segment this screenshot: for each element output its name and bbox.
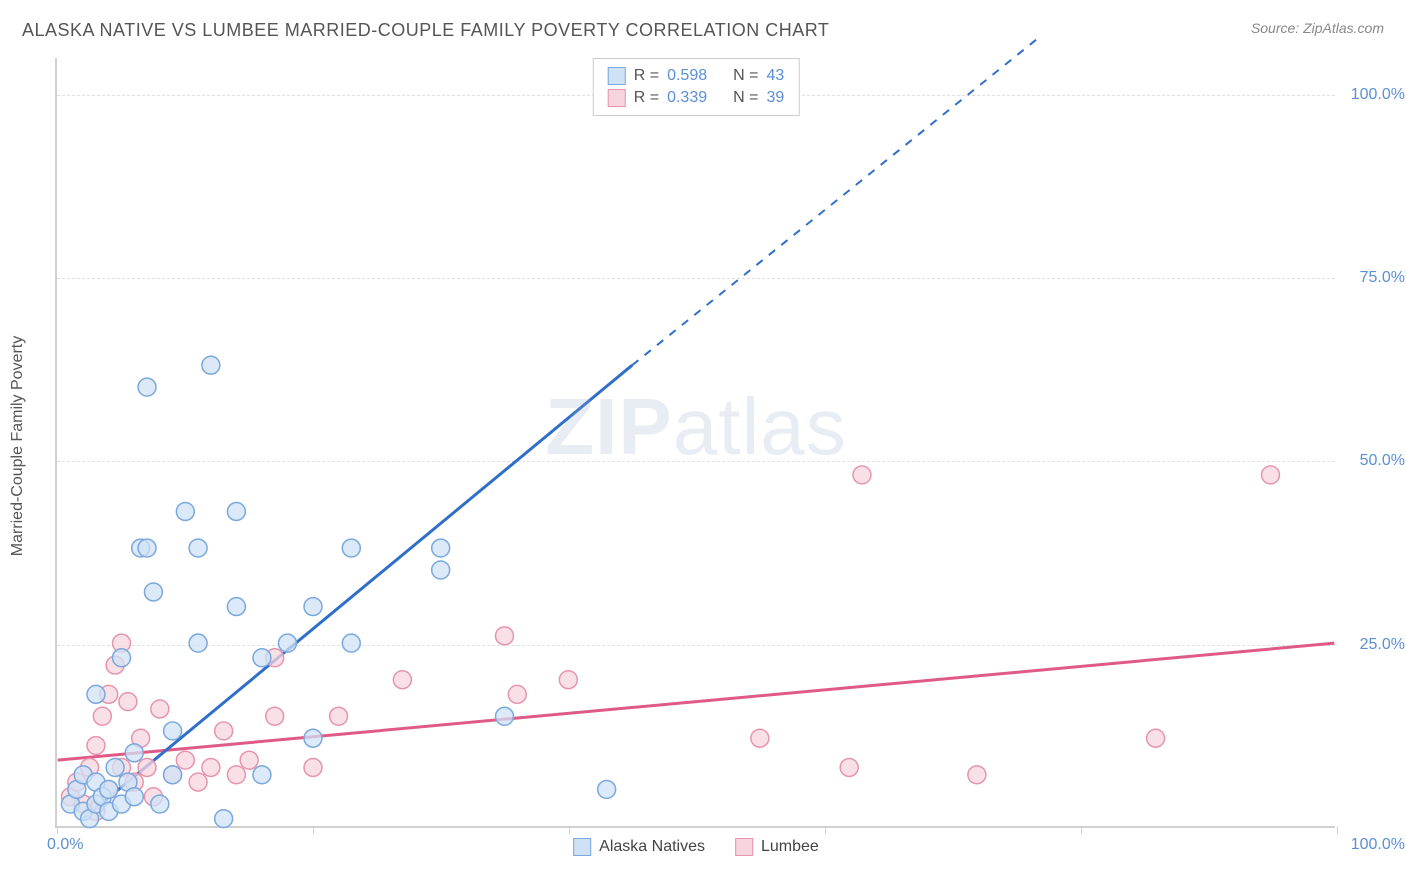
correlation-legend: R = 0.598 N = 43 R = 0.339 N = 39 (593, 58, 800, 116)
point-lumbee (176, 751, 194, 769)
point-alaska (253, 649, 271, 667)
x-tick-label-min: 0.0% (47, 836, 83, 854)
legend-item-lumbee: Lumbee (735, 838, 819, 856)
point-alaska (304, 598, 322, 616)
point-lumbee (853, 466, 871, 484)
point-alaska (342, 539, 360, 557)
point-alaska (227, 503, 245, 521)
swatch-alaska-bottom (573, 838, 591, 856)
point-lumbee (202, 759, 220, 777)
point-lumbee (330, 707, 348, 725)
point-alaska (106, 759, 124, 777)
point-lumbee (227, 766, 245, 784)
point-alaska (189, 634, 207, 652)
x-tick-label-max: 100.0% (1351, 836, 1405, 854)
point-alaska (100, 780, 118, 798)
point-alaska (253, 766, 271, 784)
point-lumbee (215, 722, 233, 740)
point-alaska (432, 561, 450, 579)
point-lumbee (559, 671, 577, 689)
x-tick (57, 826, 58, 834)
point-lumbee (508, 685, 526, 703)
point-lumbee (840, 759, 858, 777)
swatch-lumbee (608, 89, 626, 107)
r-label: R = (634, 89, 659, 107)
point-lumbee (240, 751, 258, 769)
point-lumbee (138, 759, 156, 777)
point-alaska (278, 634, 296, 652)
n-label: N = (733, 89, 758, 107)
point-alaska (144, 583, 162, 601)
point-lumbee (496, 627, 514, 645)
x-tick (825, 826, 826, 834)
point-alaska (189, 539, 207, 557)
point-alaska (598, 780, 616, 798)
legend-label-alaska: Alaska Natives (599, 838, 705, 856)
legend-row-alaska: R = 0.598 N = 43 (608, 65, 785, 87)
point-alaska (138, 378, 156, 396)
y-tick-label: 100.0% (1345, 86, 1405, 104)
point-alaska (125, 744, 143, 762)
legend-item-alaska: Alaska Natives (573, 838, 705, 856)
point-lumbee (93, 707, 111, 725)
r-label: R = (634, 67, 659, 85)
legend-row-lumbee: R = 0.339 N = 39 (608, 87, 785, 109)
x-tick (1337, 826, 1338, 834)
point-alaska (113, 649, 131, 667)
point-lumbee (1262, 466, 1280, 484)
point-alaska (138, 539, 156, 557)
source-attribution: Source: ZipAtlas.com (1251, 20, 1384, 36)
n-label: N = (733, 67, 758, 85)
point-alaska (164, 722, 182, 740)
point-alaska (176, 503, 194, 521)
point-alaska (87, 685, 105, 703)
chart-title: ALASKA NATIVE VS LUMBEE MARRIED-COUPLE F… (22, 20, 829, 41)
chart-svg (57, 58, 1335, 826)
y-axis-title: Married-Couple Family Poverty (9, 336, 27, 557)
point-lumbee (751, 729, 769, 747)
source-label: Source: (1251, 20, 1299, 36)
point-alaska (304, 729, 322, 747)
point-lumbee (393, 671, 411, 689)
point-lumbee (266, 707, 284, 725)
trend-line-lumbee (58, 643, 1335, 760)
point-lumbee (968, 766, 986, 784)
r-value-alaska: 0.598 (667, 67, 707, 85)
y-tick-label: 25.0% (1345, 636, 1405, 654)
x-tick (313, 826, 314, 834)
n-value-alaska: 43 (766, 67, 784, 85)
point-lumbee (87, 737, 105, 755)
x-tick (569, 826, 570, 834)
point-alaska (125, 788, 143, 806)
point-alaska (342, 634, 360, 652)
point-alaska (151, 795, 169, 813)
point-alaska (215, 810, 233, 828)
y-tick-label: 50.0% (1345, 452, 1405, 470)
point-lumbee (1147, 729, 1165, 747)
trend-line-alaska (83, 365, 632, 818)
point-lumbee (151, 700, 169, 718)
point-alaska (432, 539, 450, 557)
point-alaska (227, 598, 245, 616)
plot-area: ZIPatlas R = 0.598 N = 43 R = 0.339 N = … (55, 58, 1335, 828)
swatch-alaska (608, 67, 626, 85)
point-lumbee (304, 759, 322, 777)
point-alaska (496, 707, 514, 725)
legend-label-lumbee: Lumbee (761, 838, 819, 856)
point-lumbee (119, 693, 137, 711)
series-legend: Alaska Natives Lumbee (573, 838, 819, 856)
r-value-lumbee: 0.339 (667, 89, 707, 107)
y-tick-label: 75.0% (1345, 269, 1405, 287)
point-alaska (164, 766, 182, 784)
n-value-lumbee: 39 (766, 89, 784, 107)
x-tick (1081, 826, 1082, 834)
swatch-lumbee-bottom (735, 838, 753, 856)
point-alaska (202, 356, 220, 374)
source-value: ZipAtlas.com (1303, 20, 1384, 36)
point-lumbee (189, 773, 207, 791)
